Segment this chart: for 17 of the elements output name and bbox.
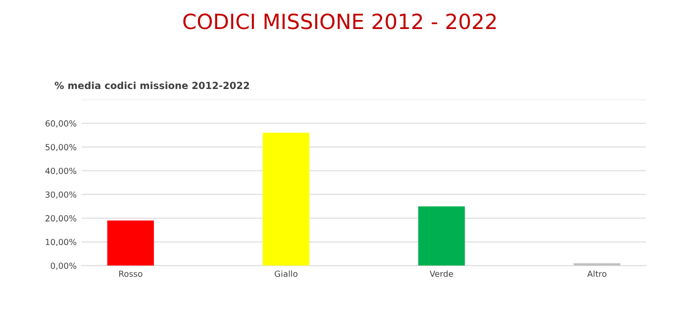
x-tick-label: Verde: [430, 270, 454, 277]
bar: [262, 132, 310, 266]
y-tick-label: 30,00%: [46, 191, 76, 199]
x-tick-label: Altro: [587, 270, 606, 277]
y-tick-label: 0,00%: [50, 262, 76, 270]
y-tick-label: 60,00%: [46, 120, 76, 128]
bar: [574, 263, 620, 266]
bar: [107, 220, 154, 266]
x-tick-label: Rosso: [119, 270, 142, 277]
bar: [418, 206, 465, 266]
chart-subtitle: % media codici missione 2012-2022: [54, 82, 249, 90]
y-tick-label: 20,00%: [46, 215, 76, 222]
x-tick-label: Giallo: [274, 270, 298, 277]
y-tick-label: 50,00%: [46, 144, 76, 152]
chart-title: CODICI MISSIONE 2012 - 2022: [183, 14, 496, 30]
y-tick-label: 10,00%: [46, 238, 76, 246]
y-tick-label: 40,00%: [45, 168, 76, 175]
